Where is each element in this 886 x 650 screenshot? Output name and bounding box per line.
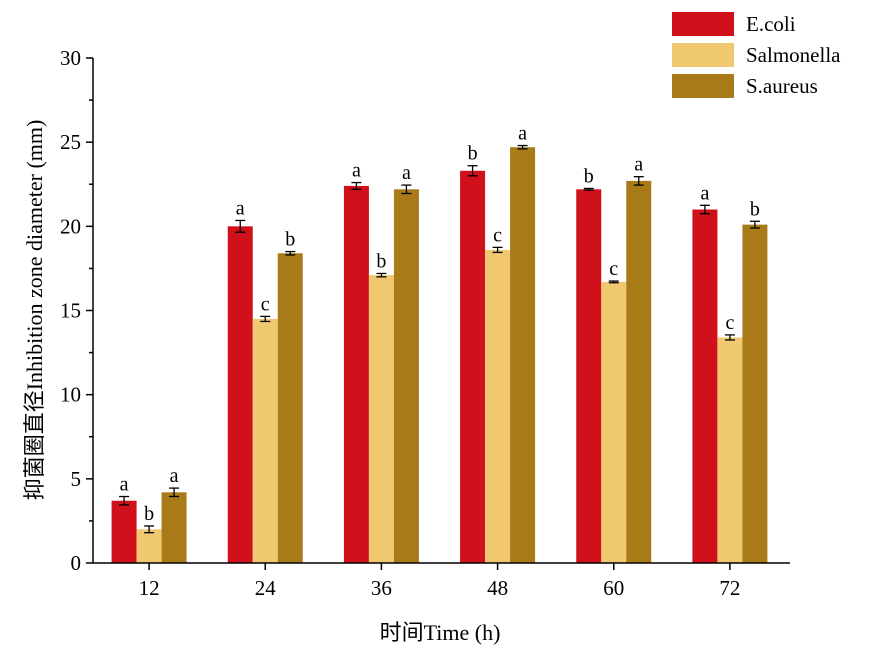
y-tick-label: 20 xyxy=(60,214,81,238)
legend-label: S.aureus xyxy=(746,74,818,98)
bar xyxy=(460,170,486,564)
bar xyxy=(368,275,394,563)
bar xyxy=(626,180,652,563)
bar xyxy=(277,253,303,563)
bar xyxy=(742,224,768,563)
y-tick-label: 5 xyxy=(71,467,82,491)
bar xyxy=(576,189,602,564)
significance-label: a xyxy=(402,162,411,184)
legend-label: E.coli xyxy=(746,12,796,36)
significance-label: a xyxy=(700,182,709,204)
significance-label: a xyxy=(170,465,179,487)
bar xyxy=(343,185,369,563)
legend-swatch xyxy=(672,74,734,98)
x-tick-label: 24 xyxy=(255,576,277,600)
axes-layer: 0 5 10 15 20 25 30 12 24 36 48 60 72 xyxy=(60,46,790,600)
bar xyxy=(601,281,627,563)
x-tick-label: 60 xyxy=(603,576,624,600)
significance-label: a xyxy=(352,160,361,182)
legend: E.coli Salmonella S.aureus xyxy=(672,12,841,98)
significance-label: a xyxy=(120,474,129,496)
bar xyxy=(510,147,536,563)
x-axis-title: 时间Time (h) xyxy=(380,620,501,645)
legend-swatch xyxy=(672,12,734,36)
x-tick-label: 12 xyxy=(139,576,160,600)
significance-label: c xyxy=(725,312,734,334)
y-tick-label: 30 xyxy=(60,46,81,70)
bar xyxy=(227,226,253,564)
significance-label: a xyxy=(518,123,527,145)
bar xyxy=(485,249,511,563)
bar xyxy=(161,492,187,563)
significance-label: b xyxy=(468,143,478,165)
bar xyxy=(136,529,162,563)
y-axis-title: 抑菌圈直径Inhibition zone diameter (mm) xyxy=(22,120,47,501)
legend-swatch xyxy=(672,43,734,67)
significance-label: a xyxy=(634,154,643,176)
x-tick-label: 48 xyxy=(487,576,508,600)
bar xyxy=(692,209,718,563)
significance-label: c xyxy=(609,258,618,280)
x-tick-label: 36 xyxy=(371,576,392,600)
significance-label: b xyxy=(750,198,760,220)
significance-label: c xyxy=(261,293,270,315)
y-tick-label: 25 xyxy=(60,130,81,154)
y-tick-label: 0 xyxy=(71,551,82,575)
legend-label: Salmonella xyxy=(746,43,841,67)
bar xyxy=(393,189,419,564)
y-tick-label: 15 xyxy=(60,299,81,323)
significance-label: b xyxy=(376,250,386,272)
bar xyxy=(252,318,278,563)
bar xyxy=(717,337,743,563)
significance-label: a xyxy=(236,197,245,219)
significance-label: b xyxy=(285,229,295,251)
significance-label: c xyxy=(493,224,502,246)
bar xyxy=(111,500,137,563)
x-tick-label: 72 xyxy=(719,576,740,600)
significance-label: b xyxy=(144,503,154,525)
y-tick-label: 10 xyxy=(60,383,81,407)
significance-label: b xyxy=(584,165,594,187)
